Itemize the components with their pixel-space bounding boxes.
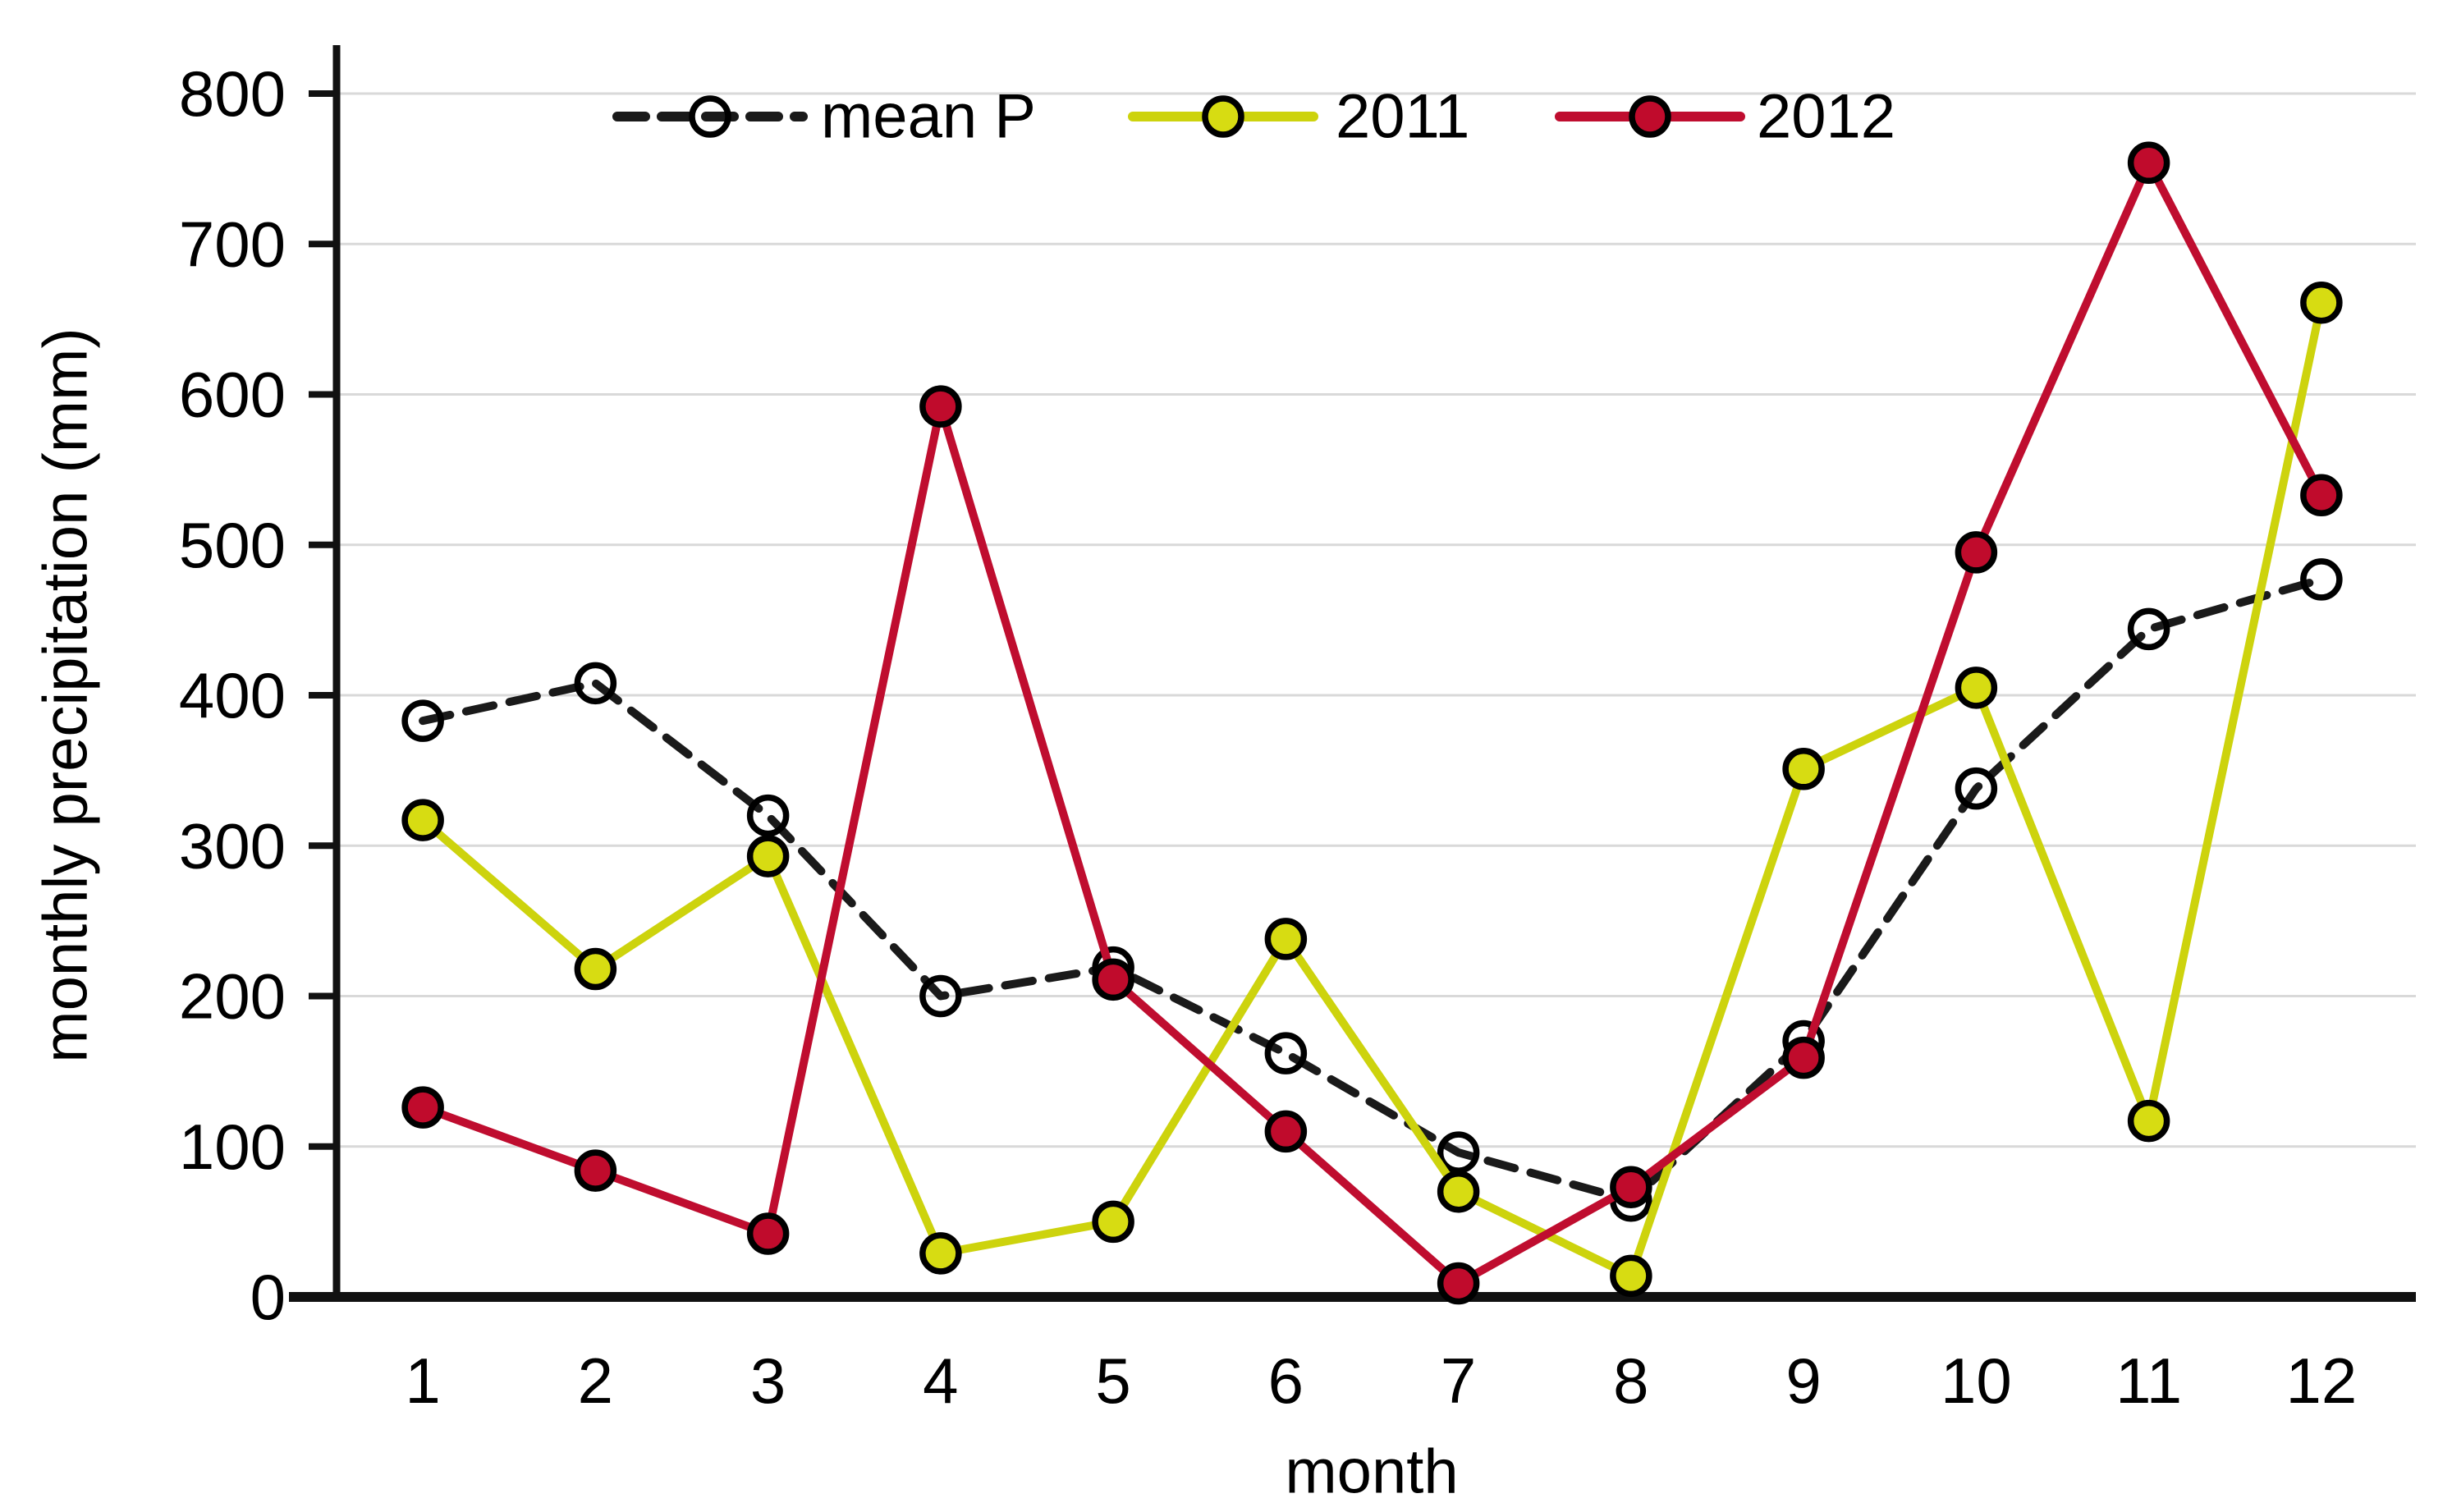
- x-tick-label-6: 6: [1268, 1345, 1304, 1417]
- y-tick-label-400: 400: [179, 659, 286, 731]
- marker-2012-m8: [1610, 1166, 1652, 1208]
- marker-2012-m11: [2127, 141, 2170, 185]
- y-axis-title: monthly precipitation (mm): [31, 328, 101, 1062]
- marker-2011-m11: [2127, 1099, 2170, 1143]
- marker-2011-m2: [574, 947, 617, 991]
- marker-mean-p-m12: [2300, 558, 2343, 601]
- x-tick-label-7: 7: [1441, 1345, 1476, 1417]
- marker-2012-m9: [1782, 1036, 1825, 1079]
- marker-2011-m9: [1782, 748, 1825, 790]
- y-tick-label-700: 700: [179, 208, 286, 280]
- x-tick-label-9: 9: [1785, 1345, 1821, 1417]
- series-line-2011: [419, 298, 2326, 1281]
- marker-2011-m12: [2300, 281, 2343, 324]
- x-tick-label-1: 1: [405, 1345, 440, 1417]
- marker-mean-p-m6: [1264, 1032, 1308, 1074]
- marker-mean-p-m3: [746, 794, 790, 837]
- y-tick-label-100: 100: [179, 1111, 286, 1183]
- x-tick-label-3: 3: [750, 1345, 786, 1417]
- x-tick-label-12: 12: [2285, 1345, 2357, 1417]
- x-tick-label-5: 5: [1095, 1345, 1130, 1417]
- legend-label-2011: 2011: [1336, 82, 1469, 152]
- series-line-2012: [419, 158, 2326, 1288]
- legend-label-mean-p: mean P: [821, 82, 1036, 152]
- y-tick-label-800: 800: [179, 57, 286, 130]
- series-layer: [401, 141, 2343, 1305]
- marker-2011-m10: [1955, 667, 1998, 709]
- x-tick-label-11: 11: [2115, 1345, 2182, 1417]
- marker-2012-m7: [1437, 1262, 1480, 1305]
- marker-2012-m6: [1264, 1110, 1308, 1153]
- marker-mean-p-m4: [919, 974, 962, 1018]
- y-tick-label-0: 0: [250, 1261, 286, 1333]
- grid-layer: [337, 92, 2416, 1148]
- legend-samples: [612, 95, 1745, 138]
- y-tick-label-500: 500: [179, 509, 286, 581]
- marker-mean-p-m11: [2127, 607, 2170, 651]
- y-tick-label-300: 300: [179, 809, 286, 882]
- marker-2011-m3: [746, 835, 790, 877]
- marker-2012-m2: [574, 1149, 617, 1192]
- series-line-mean-p: [419, 575, 2326, 1205]
- marker-mean-p-m10: [1955, 767, 1998, 810]
- marker-2011-m1: [401, 799, 444, 841]
- x-axis-title: month: [1285, 1437, 1458, 1507]
- x-tick-label-10: 10: [1941, 1345, 2012, 1417]
- x-tick-label-8: 8: [1613, 1345, 1648, 1417]
- axis-layer: [289, 45, 2416, 1302]
- marker-2012-m1: [401, 1086, 444, 1129]
- marker-mean-p-m1: [401, 699, 444, 742]
- y-tick-label-200: 200: [179, 960, 286, 1033]
- x-tick-label-4: 4: [923, 1345, 958, 1417]
- marker-2012-m10: [1955, 531, 1998, 574]
- marker-2012-m4: [919, 385, 962, 428]
- marker-2011-m8: [1610, 1254, 1652, 1298]
- marker-2011-m4: [919, 1232, 962, 1275]
- legend-sample-marker-2012: [1629, 95, 1671, 138]
- legend-label-2012: 2012: [1757, 82, 1895, 152]
- marker-2012-m3: [746, 1212, 790, 1255]
- marker-2011-m7: [1437, 1170, 1480, 1213]
- legend-sample-marker-mean-p: [689, 95, 731, 138]
- y-tick-label-600: 600: [179, 359, 286, 431]
- marker-2011-m6: [1264, 918, 1308, 960]
- x-tick-label-2: 2: [578, 1345, 613, 1417]
- legend-sample-marker-2011: [1202, 95, 1244, 138]
- marker-2012-m5: [1092, 958, 1134, 1001]
- legend: mean P 2011 2012: [612, 82, 1895, 152]
- marker-2011-m5: [1092, 1200, 1134, 1244]
- marker-mean-p-m2: [574, 662, 617, 705]
- marker-2012-m12: [2300, 474, 2343, 517]
